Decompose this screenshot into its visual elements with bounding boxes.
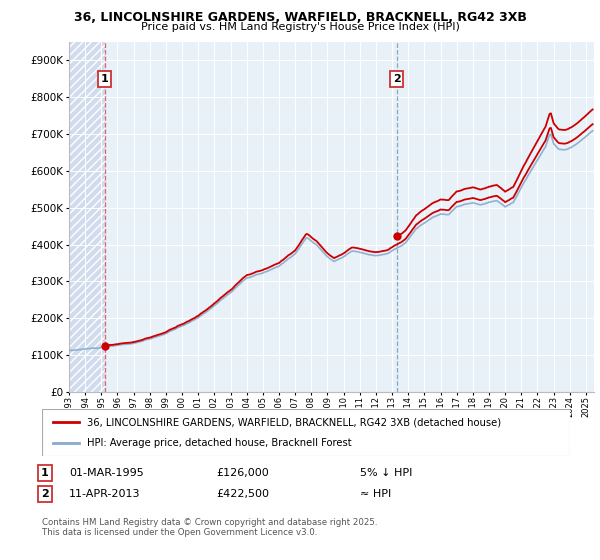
Text: 1: 1: [41, 468, 49, 478]
Text: 2: 2: [41, 489, 49, 499]
Text: 5% ↓ HPI: 5% ↓ HPI: [360, 468, 412, 478]
Text: ≈ HPI: ≈ HPI: [360, 489, 391, 499]
Text: 11-APR-2013: 11-APR-2013: [69, 489, 140, 499]
Text: 01-MAR-1995: 01-MAR-1995: [69, 468, 144, 478]
Text: £422,500: £422,500: [216, 489, 269, 499]
Text: 2: 2: [393, 74, 401, 84]
Text: Contains HM Land Registry data © Crown copyright and database right 2025.
This d: Contains HM Land Registry data © Crown c…: [42, 518, 377, 538]
Text: Price paid vs. HM Land Registry's House Price Index (HPI): Price paid vs. HM Land Registry's House …: [140, 22, 460, 32]
Text: 1: 1: [101, 74, 109, 84]
Text: 36, LINCOLNSHIRE GARDENS, WARFIELD, BRACKNELL, RG42 3XB (detached house): 36, LINCOLNSHIRE GARDENS, WARFIELD, BRAC…: [87, 417, 501, 427]
Text: 36, LINCOLNSHIRE GARDENS, WARFIELD, BRACKNELL, RG42 3XB: 36, LINCOLNSHIRE GARDENS, WARFIELD, BRAC…: [74, 11, 526, 24]
Text: £126,000: £126,000: [216, 468, 269, 478]
Text: HPI: Average price, detached house, Bracknell Forest: HPI: Average price, detached house, Brac…: [87, 438, 352, 448]
